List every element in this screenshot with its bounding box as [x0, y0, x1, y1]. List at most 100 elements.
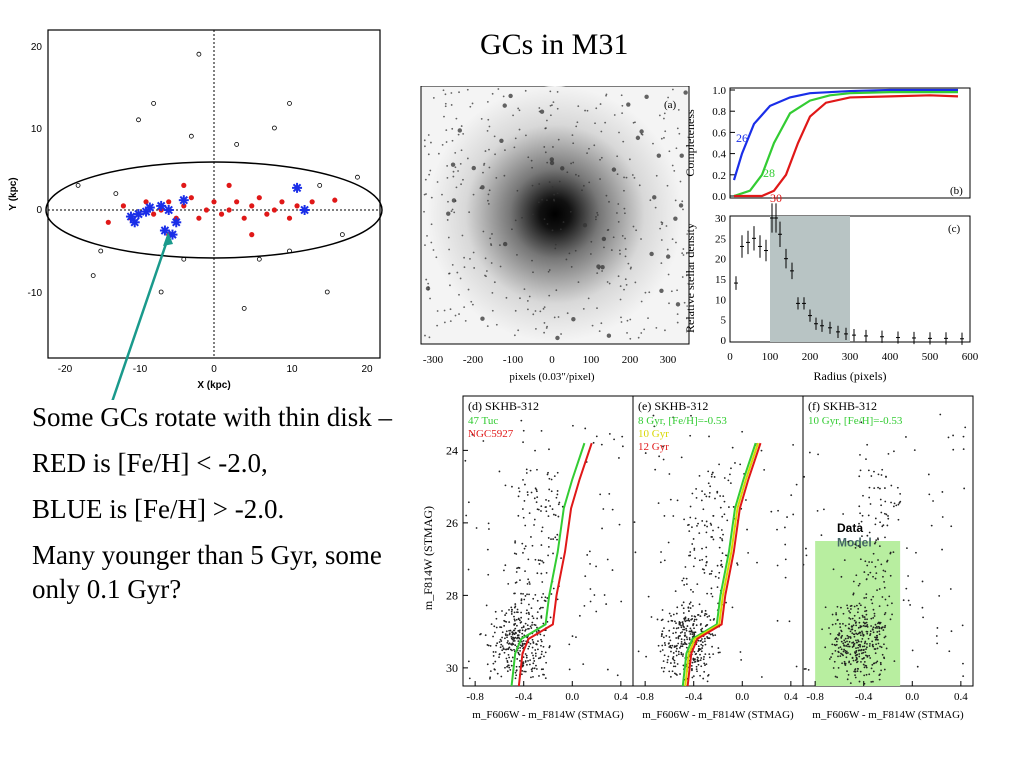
- cmd-star: [513, 633, 516, 636]
- star-dot: [582, 307, 585, 310]
- star-dot: [451, 263, 454, 266]
- cmd-star: [517, 640, 520, 643]
- cmd-star: [723, 513, 726, 516]
- cmd-star: [962, 435, 965, 438]
- star-dot: [429, 169, 432, 172]
- star-dot: [517, 329, 520, 332]
- cmd-star: [539, 633, 542, 636]
- cmd-star: [513, 606, 516, 609]
- star-dot: [566, 312, 569, 315]
- cmd-star: [835, 612, 838, 614]
- cmd-star: [522, 661, 525, 664]
- cmd-star: [795, 665, 798, 668]
- cmd-star: [820, 534, 823, 537]
- cmd-star: [862, 651, 865, 654]
- cmd-star: [872, 552, 875, 555]
- cmd-star: [669, 644, 672, 647]
- cmd-star: [856, 641, 858, 644]
- cmd-star: [688, 610, 690, 613]
- star-dot: [612, 236, 615, 239]
- star-dot: [683, 90, 688, 95]
- cmd-star: [719, 536, 722, 539]
- cmd-star: [721, 515, 724, 518]
- cmd-star: [869, 634, 871, 637]
- star-dot: [545, 327, 548, 329]
- star-dot: [661, 223, 663, 226]
- star-dot: [513, 146, 516, 149]
- cmd-star: [711, 595, 714, 598]
- cmd-star: [844, 649, 847, 652]
- star-dot: [629, 318, 632, 321]
- cmd-star: [824, 646, 827, 649]
- cmd-star: [731, 606, 734, 609]
- star-dot: [448, 248, 451, 251]
- cmd-star: [916, 665, 919, 668]
- cmd-star: [707, 675, 709, 677]
- cmd-star: [671, 670, 674, 673]
- cmd-star: [852, 592, 855, 595]
- cmd-star: [676, 499, 679, 502]
- star-dot: [549, 114, 552, 117]
- gc-point: [90, 273, 96, 279]
- star-dot: [599, 158, 601, 161]
- cmd-star: [509, 668, 512, 671]
- cmd-star: [511, 633, 514, 636]
- star-dot: [625, 176, 628, 179]
- cmd-star: [873, 615, 876, 617]
- cmd-star: [883, 613, 886, 616]
- cmd-star: [859, 604, 862, 607]
- cmd-star: [887, 517, 890, 520]
- star-dot: [596, 214, 599, 216]
- cmd-star: [864, 606, 867, 609]
- cmd-star: [662, 458, 665, 461]
- star-dot: [640, 300, 643, 303]
- star-dot: [587, 297, 590, 300]
- cmd-star: [849, 605, 852, 608]
- cmd-star: [659, 650, 662, 653]
- cmd-star: [511, 485, 513, 488]
- cmd-star: [705, 564, 707, 567]
- blue-gc-star: [129, 217, 140, 228]
- cmd-star: [875, 634, 878, 637]
- cmd-star: [842, 612, 845, 615]
- cmd-star: [849, 653, 852, 656]
- cmd-xtick: -0.4: [855, 691, 873, 703]
- cmd-star: [544, 596, 547, 599]
- cmd-star: [542, 593, 545, 595]
- cmd-star: [847, 627, 850, 630]
- red-gc-point: [271, 207, 277, 213]
- cmd-star: [921, 580, 924, 583]
- red-gc-point: [120, 203, 126, 209]
- cmd-star: [465, 514, 468, 517]
- cmd-star: [684, 566, 687, 568]
- cmd-star: [515, 665, 518, 668]
- cmd-star: [879, 498, 882, 501]
- cmd-star: [673, 659, 676, 662]
- star-dot: [530, 159, 533, 162]
- panel-c-ytick: 5: [721, 315, 727, 327]
- cmd-star: [507, 664, 510, 667]
- cmd-star: [682, 653, 684, 656]
- cmd-star: [526, 494, 529, 496]
- cmd-star: [707, 470, 710, 473]
- cmd-star: [884, 487, 886, 489]
- cmd-star: [879, 487, 881, 490]
- cmd-star: [504, 637, 506, 640]
- cmd-star: [513, 615, 515, 618]
- cmd-star: [710, 475, 713, 478]
- cmd-xtick: -0.4: [515, 691, 533, 703]
- cmd-star: [695, 624, 698, 627]
- star-dot: [558, 180, 561, 183]
- cmd-star: [915, 551, 917, 554]
- cmd-star: [524, 483, 526, 486]
- cmd-star: [734, 462, 736, 464]
- cmd-star: [710, 592, 713, 595]
- cmd-star: [717, 577, 720, 579]
- star-dot: [675, 302, 681, 307]
- cmd-star: [882, 524, 885, 527]
- cmd-star: [865, 578, 868, 581]
- star-dot: [466, 157, 469, 160]
- panel-a-image: (a) -300 -200 -100 0 100 200 300 pixels …: [420, 86, 690, 383]
- cmd-star: [513, 619, 516, 622]
- star-dot: [486, 130, 489, 132]
